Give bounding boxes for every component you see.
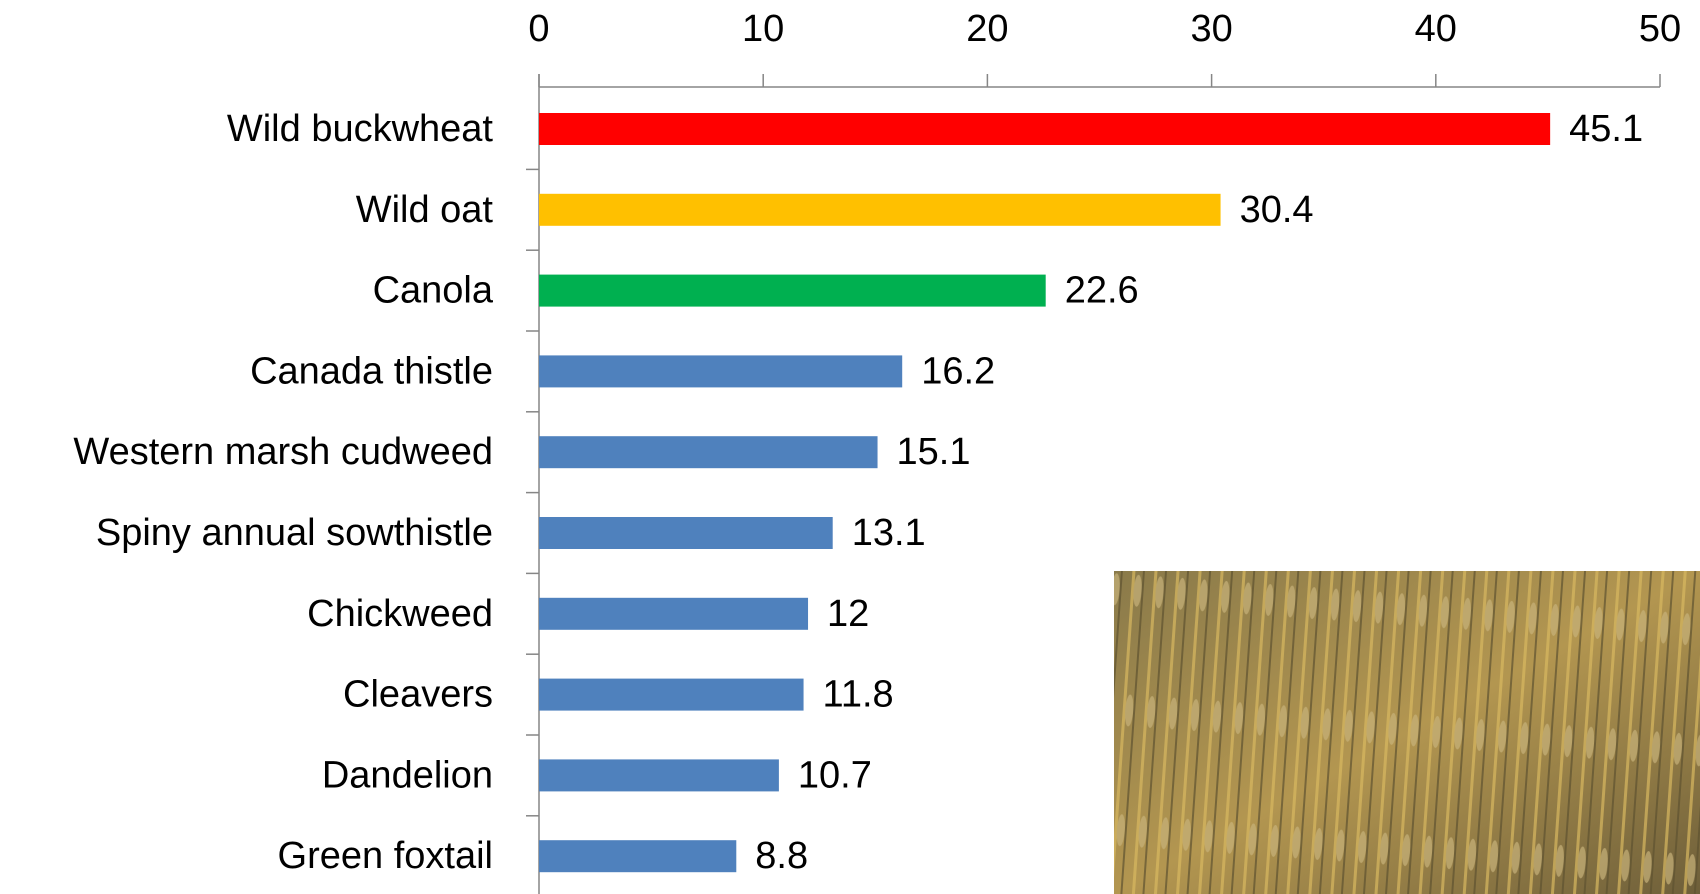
category-label: Canada thistle	[250, 350, 493, 392]
x-tick-label: 30	[1190, 8, 1232, 50]
category-label: Spiny annual sowthistle	[96, 512, 493, 554]
bar	[539, 355, 903, 388]
bar	[539, 678, 804, 711]
x-tick-label: 20	[966, 8, 1008, 50]
bar	[539, 193, 1221, 226]
category-label: Cleavers	[343, 674, 493, 716]
category-label: Green foxtail	[278, 835, 493, 877]
value-label: 10.7	[798, 754, 872, 796]
x-tick-label: 50	[1639, 8, 1681, 50]
value-label: 45.1	[1569, 108, 1643, 150]
category-label: Wild buckwheat	[227, 108, 494, 150]
value-label: 15.1	[897, 431, 971, 473]
bar	[539, 597, 809, 630]
bar	[539, 759, 779, 792]
bar	[539, 274, 1046, 307]
category-label: Chickweed	[307, 593, 493, 635]
category-label: Canola	[373, 270, 494, 312]
value-label: 30.4	[1240, 189, 1314, 231]
category-label: Wild oat	[356, 189, 494, 231]
bar	[539, 517, 833, 549]
value-label: 8.8	[755, 835, 808, 877]
x-tick-label: 0	[528, 8, 549, 50]
value-label: 11.8	[823, 674, 894, 716]
category-label: Dandelion	[322, 754, 493, 796]
bar	[539, 113, 1551, 145]
bar	[539, 840, 737, 873]
value-label: 22.6	[1065, 270, 1139, 312]
value-label: 13.1	[852, 512, 926, 554]
category-label: Western marsh cudweed	[73, 431, 493, 473]
x-tick-label: 10	[742, 8, 784, 50]
bar	[539, 436, 878, 469]
value-label: 16.2	[921, 350, 995, 392]
x-tick-label: 40	[1415, 8, 1457, 50]
value-label: 12	[827, 593, 869, 635]
wheat-photo	[1114, 571, 1700, 894]
